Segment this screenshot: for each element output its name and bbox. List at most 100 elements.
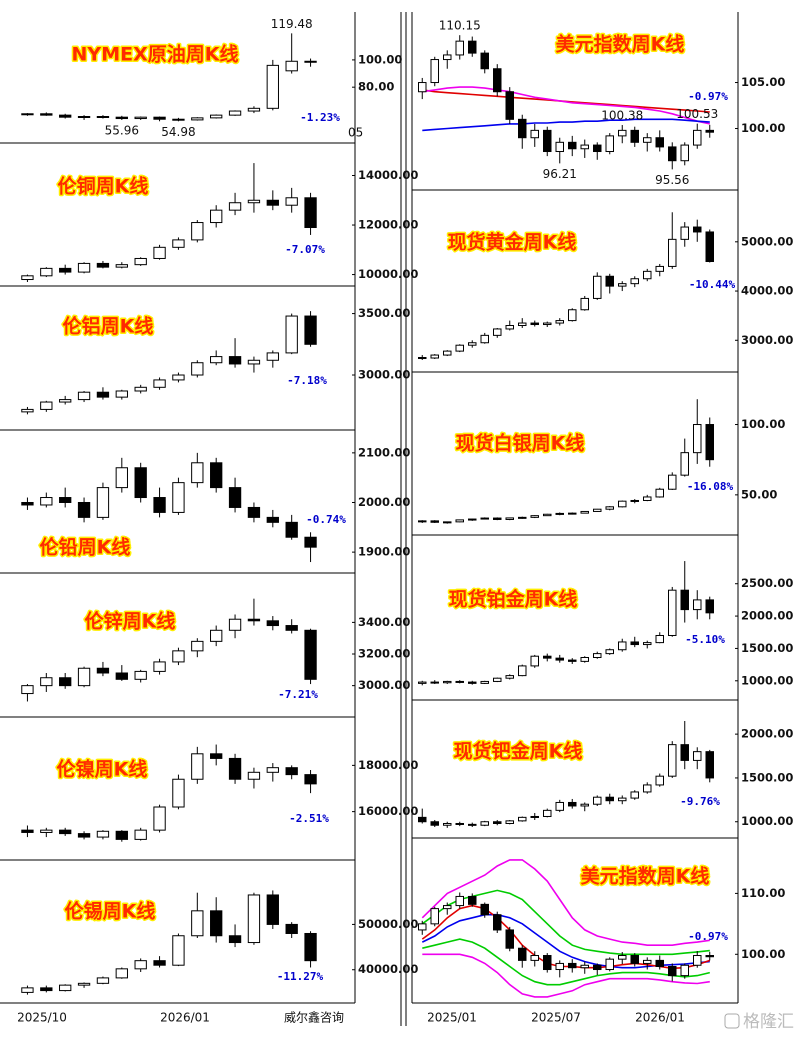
y-tick-label: 2000.00 — [741, 609, 793, 623]
price-annotation: 55.96 — [105, 123, 139, 137]
candle-body — [153, 379, 166, 388]
candle-body — [191, 753, 204, 780]
candle-body — [266, 199, 279, 206]
candle-body — [266, 767, 279, 773]
candle-body — [568, 801, 577, 807]
x-tick-label: 2025/10 — [17, 1011, 67, 1025]
candle-body — [655, 137, 664, 148]
y-tick-label: 3500.00 — [358, 306, 410, 320]
candle-body — [247, 199, 261, 204]
candle-body — [580, 803, 589, 807]
candle-body — [568, 309, 577, 322]
candle-body — [530, 322, 539, 326]
candle-body — [493, 914, 502, 931]
candle-body — [191, 640, 204, 652]
candle-body — [210, 356, 223, 364]
candle-body — [655, 959, 664, 967]
candle-body — [418, 357, 427, 360]
candle-body — [21, 113, 34, 116]
y-tick-label: 1000.00 — [741, 673, 793, 687]
candle-body — [505, 820, 514, 824]
candle-body — [191, 362, 204, 376]
candle-body — [430, 908, 439, 925]
candle-body — [618, 797, 627, 802]
candle-body — [505, 517, 514, 520]
candle-body — [480, 334, 489, 344]
candle-body — [455, 680, 464, 683]
candle-body — [455, 40, 464, 56]
y-tick-label: 4000.00 — [741, 284, 793, 298]
candle-body — [568, 141, 577, 150]
y-tick-label: 12000.00 — [358, 218, 418, 232]
y-tick-label: 18000.00 — [358, 758, 418, 772]
candle-body — [228, 618, 242, 631]
y-tick-label: 1500.00 — [741, 770, 793, 784]
x-tick-label: 2025/07 — [531, 1011, 581, 1025]
candle-body — [680, 589, 689, 611]
candle-body — [455, 344, 464, 352]
candle-body — [568, 962, 577, 969]
panel-title: 伦铜周K线 — [58, 175, 149, 198]
candle-body — [304, 536, 317, 548]
candle-body — [115, 467, 128, 489]
moving-average — [422, 118, 710, 132]
candle-body — [568, 659, 577, 662]
candle-body — [210, 114, 223, 119]
candle-body — [530, 955, 539, 961]
candle-body — [455, 895, 464, 907]
candle-body — [304, 315, 317, 345]
candle-body — [266, 894, 279, 925]
candle-body — [77, 391, 91, 401]
candle-body — [153, 960, 166, 966]
candle-body — [134, 257, 147, 266]
y-tick-label: 2000.00 — [358, 495, 410, 509]
candle-body — [605, 135, 614, 153]
y-tick-label: 16000.00 — [358, 804, 418, 818]
candle-body — [443, 822, 452, 826]
candle-body — [605, 649, 614, 655]
candle-body — [555, 962, 564, 971]
candle-body — [172, 482, 185, 513]
candle-body — [115, 116, 128, 120]
candle-body — [21, 275, 34, 281]
panel-title: 美元指数周K线 — [556, 33, 685, 56]
candle-body — [518, 118, 527, 139]
candle-body — [418, 520, 427, 523]
candle-body — [59, 829, 72, 835]
y-tick-label: 1500.00 — [741, 641, 793, 655]
candle-body — [643, 642, 652, 646]
candle-body — [643, 137, 652, 143]
candle-body — [630, 955, 639, 964]
candle-body — [443, 905, 452, 910]
candle-body — [210, 209, 223, 224]
candle-body — [668, 965, 677, 977]
candle-body — [580, 510, 589, 514]
candle-body — [247, 618, 261, 622]
change-label: -7.21% — [278, 688, 318, 701]
candle-body — [21, 685, 34, 695]
candle-body — [153, 661, 166, 672]
candle-body — [285, 625, 298, 631]
candle-body — [228, 110, 242, 116]
y-tick-label: 50000.00 — [358, 917, 418, 931]
candle-body — [228, 935, 242, 944]
candle-body — [285, 521, 298, 538]
candle-body — [430, 59, 439, 84]
candle-body — [418, 681, 427, 684]
candle-body — [655, 488, 664, 498]
moving-average — [422, 953, 710, 998]
candle-body — [40, 987, 53, 992]
moving-average — [422, 86, 710, 125]
candle-body — [266, 516, 279, 523]
candle-body — [96, 487, 110, 518]
panel-title: 伦镍周K线 — [57, 758, 148, 781]
candle-body — [580, 656, 589, 662]
candle-body — [580, 297, 589, 311]
price-annotation: 96.21 — [543, 167, 577, 181]
panel-title: 伦锌周K线 — [85, 610, 176, 633]
y-tick-label: 105.00 — [741, 75, 785, 89]
candle-body — [418, 923, 427, 931]
candle-body — [172, 935, 185, 966]
candle-body — [693, 751, 702, 761]
